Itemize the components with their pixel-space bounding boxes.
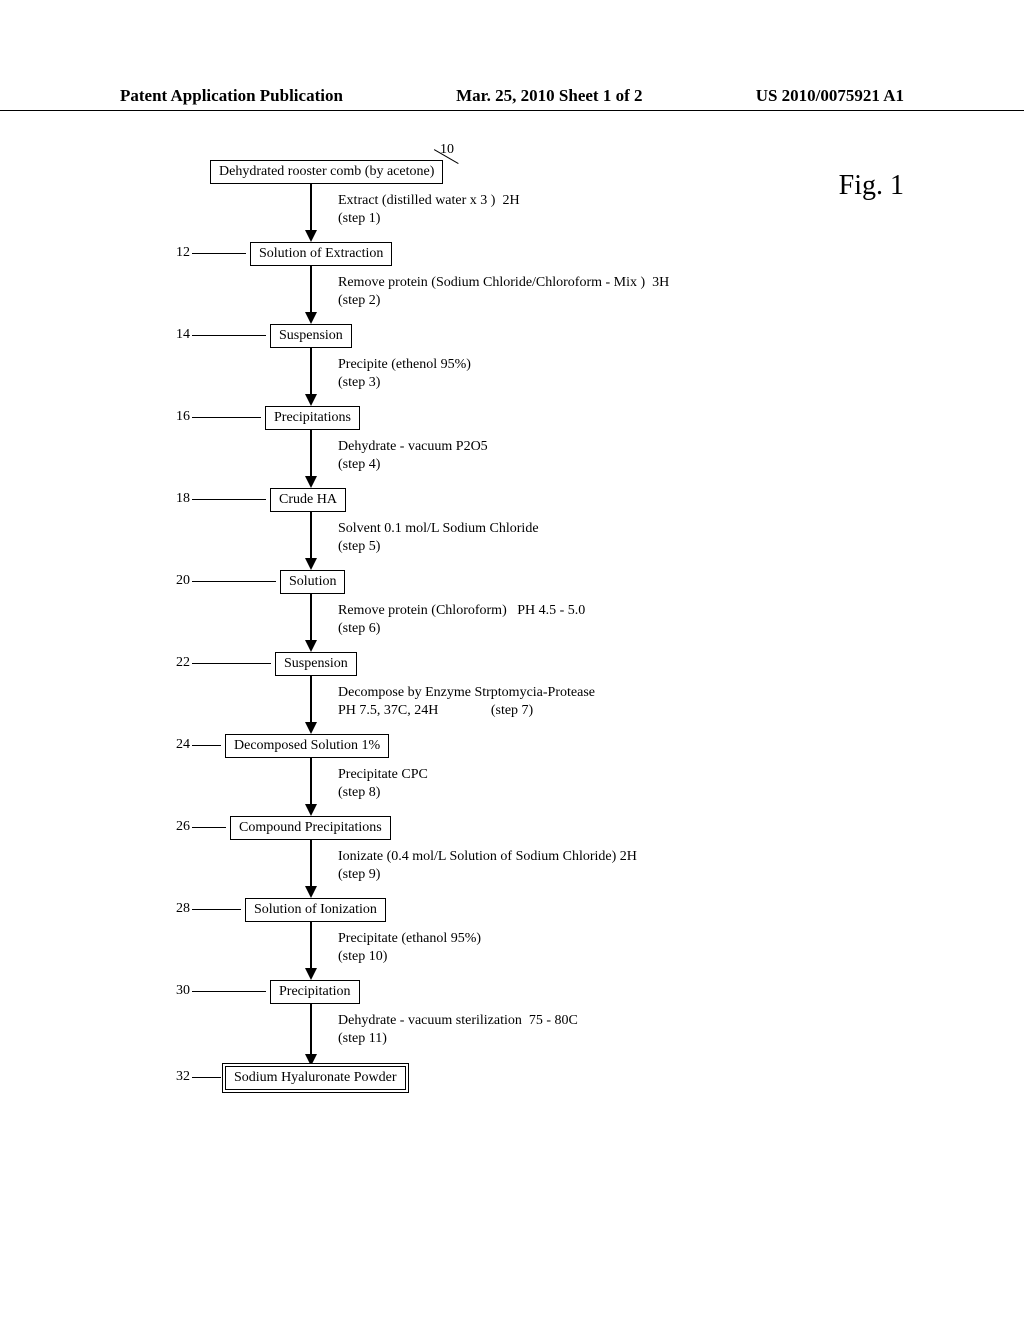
node-lead-number: 12 xyxy=(130,245,190,261)
flow-edge: Ionizate (0.4 mol/L Solution of Sodium C… xyxy=(170,840,890,898)
arrow-head-icon xyxy=(305,1054,317,1066)
lead-line xyxy=(192,663,271,664)
flow-node-row: 18Crude HA xyxy=(170,488,890,512)
page: Patent Application Publication Mar. 25, … xyxy=(0,0,1024,1320)
flow-edge: Decompose by Enzyme Strptomycia-Protease… xyxy=(170,676,890,734)
arrow-line xyxy=(310,1004,312,1056)
arrow-line xyxy=(310,676,312,724)
flow-node-box: Precipitation xyxy=(270,980,360,1004)
flow-node-box: Compound Precipitations xyxy=(230,816,391,840)
node-lead-number: 22 xyxy=(130,655,190,671)
flow-edge: Extract (distilled water x 3 ) 2H (step … xyxy=(170,184,890,242)
arrow-head-icon xyxy=(305,804,317,816)
node-lead-number: 30 xyxy=(130,983,190,999)
edge-label: Ionizate (0.4 mol/L Solution of Sodium C… xyxy=(338,848,637,883)
node-lead-number: 24 xyxy=(130,737,190,753)
flow-node-row: 24Decomposed Solution 1% xyxy=(170,734,890,758)
lead-line xyxy=(192,417,261,418)
node-lead-number: 32 xyxy=(130,1069,190,1085)
flow-node-row: 14Suspension xyxy=(170,324,890,348)
arrow-head-icon xyxy=(305,722,317,734)
node-lead-number: 20 xyxy=(130,573,190,589)
edge-label: Dehydrate - vacuum P2O5 (step 4) xyxy=(338,438,488,473)
arrow-line xyxy=(310,840,312,888)
header-left: Patent Application Publication xyxy=(120,86,343,106)
arrow-line xyxy=(310,184,312,232)
node-lead-number: 18 xyxy=(130,491,190,507)
arrow-head-icon xyxy=(305,476,317,488)
arrow-line xyxy=(310,348,312,396)
flow-node-box: Sodium Hyaluronate Powder xyxy=(225,1066,406,1090)
node-lead-number: 14 xyxy=(130,327,190,343)
lead-line xyxy=(192,909,241,910)
flow-node-box: Dehydrated rooster comb (by acetone) xyxy=(210,160,443,184)
flowchart: 10Dehydrated rooster comb (by acetone) Ex… xyxy=(170,160,890,1090)
arrow-line xyxy=(310,512,312,560)
flow-node-box: Solution of Extraction xyxy=(250,242,392,266)
flow-edge: Remove protein (Sodium Chloride/Chlorofo… xyxy=(170,266,890,324)
edge-label: Solvent 0.1 mol/L Sodium Chloride (step … xyxy=(338,520,539,555)
flow-edge: Dehydrate - vacuum P2O5 (step 4) xyxy=(170,430,890,488)
flow-node-row: 16Precipitations xyxy=(170,406,890,430)
flow-edge: Solvent 0.1 mol/L Sodium Chloride (step … xyxy=(170,512,890,570)
arrow-head-icon xyxy=(305,230,317,242)
node-lead-number: 26 xyxy=(130,819,190,835)
arrow-line xyxy=(310,430,312,478)
arrow-head-icon xyxy=(305,886,317,898)
edge-label: Remove protein (Sodium Chloride/Chlorofo… xyxy=(338,274,669,309)
flow-node-box: Solution of Ionization xyxy=(245,898,386,922)
flow-edge: Dehydrate - vacuum sterilization 75 - 80… xyxy=(170,1004,890,1066)
flow-node-box: Precipitations xyxy=(265,406,360,430)
edge-label: Decompose by Enzyme Strptomycia-Protease… xyxy=(338,684,595,719)
flow-node-row: 10Dehydrated rooster comb (by acetone) xyxy=(170,160,890,184)
header-right: US 2010/0075921 A1 xyxy=(756,86,904,106)
arrow-line xyxy=(310,922,312,970)
edge-label: Precipitate CPC (step 8) xyxy=(338,766,428,801)
edge-label: Extract (distilled water x 3 ) 2H (step … xyxy=(338,192,520,227)
lead-line xyxy=(192,253,246,254)
node-lead-number: 28 xyxy=(130,901,190,917)
edge-label: Precipitate (ethanol 95%) (step 10) xyxy=(338,930,481,965)
flow-edge: Precipite (ethenol 95%) (step 3) xyxy=(170,348,890,406)
flow-node-row: 30Precipitation xyxy=(170,980,890,1004)
flow-node-row: 28Solution of Ionization xyxy=(170,898,890,922)
lead-line xyxy=(192,581,276,582)
lead-line xyxy=(192,499,266,500)
arrow-head-icon xyxy=(305,558,317,570)
flow-node-box: Crude HA xyxy=(270,488,346,512)
lead-line xyxy=(192,991,266,992)
arrow-head-icon xyxy=(305,968,317,980)
edge-label: Dehydrate - vacuum sterilization 75 - 80… xyxy=(338,1012,578,1047)
arrow-head-icon xyxy=(305,394,317,406)
flow-edge: Remove protein (Chloroform) PH 4.5 - 5.0… xyxy=(170,594,890,652)
flow-node-row: 26Compound Precipitations xyxy=(170,816,890,840)
arrow-line xyxy=(310,758,312,806)
edge-label: Remove protein (Chloroform) PH 4.5 - 5.0… xyxy=(338,602,585,637)
flow-node-box: Solution xyxy=(280,570,345,594)
arrow-head-icon xyxy=(305,640,317,652)
lead-line xyxy=(192,1077,221,1078)
header-center: Mar. 25, 2010 Sheet 1 of 2 xyxy=(456,86,642,106)
lead-line xyxy=(192,827,226,828)
flow-node-row: 12Solution of Extraction xyxy=(170,242,890,266)
arrow-line xyxy=(310,266,312,314)
flow-node-box: Decomposed Solution 1% xyxy=(225,734,389,758)
flow-edge: Precipitate CPC (step 8) xyxy=(170,758,890,816)
edge-label: Precipite (ethenol 95%) (step 3) xyxy=(338,356,471,391)
flow-node-row: 32Sodium Hyaluronate Powder xyxy=(170,1066,890,1090)
arrow-line xyxy=(310,594,312,642)
flow-node-row: 22Suspension xyxy=(170,652,890,676)
lead-line xyxy=(192,335,266,336)
lead-line xyxy=(192,745,221,746)
node-lead-number: 16 xyxy=(130,409,190,425)
flow-edge: Precipitate (ethanol 95%) (step 10) xyxy=(170,922,890,980)
node-lead-number: 10 xyxy=(440,142,500,158)
flow-node-box: Suspension xyxy=(270,324,352,348)
arrow-head-icon xyxy=(305,312,317,324)
page-header: Patent Application Publication Mar. 25, … xyxy=(0,86,1024,111)
flow-node-row: 20Solution xyxy=(170,570,890,594)
flow-node-box: Suspension xyxy=(275,652,357,676)
